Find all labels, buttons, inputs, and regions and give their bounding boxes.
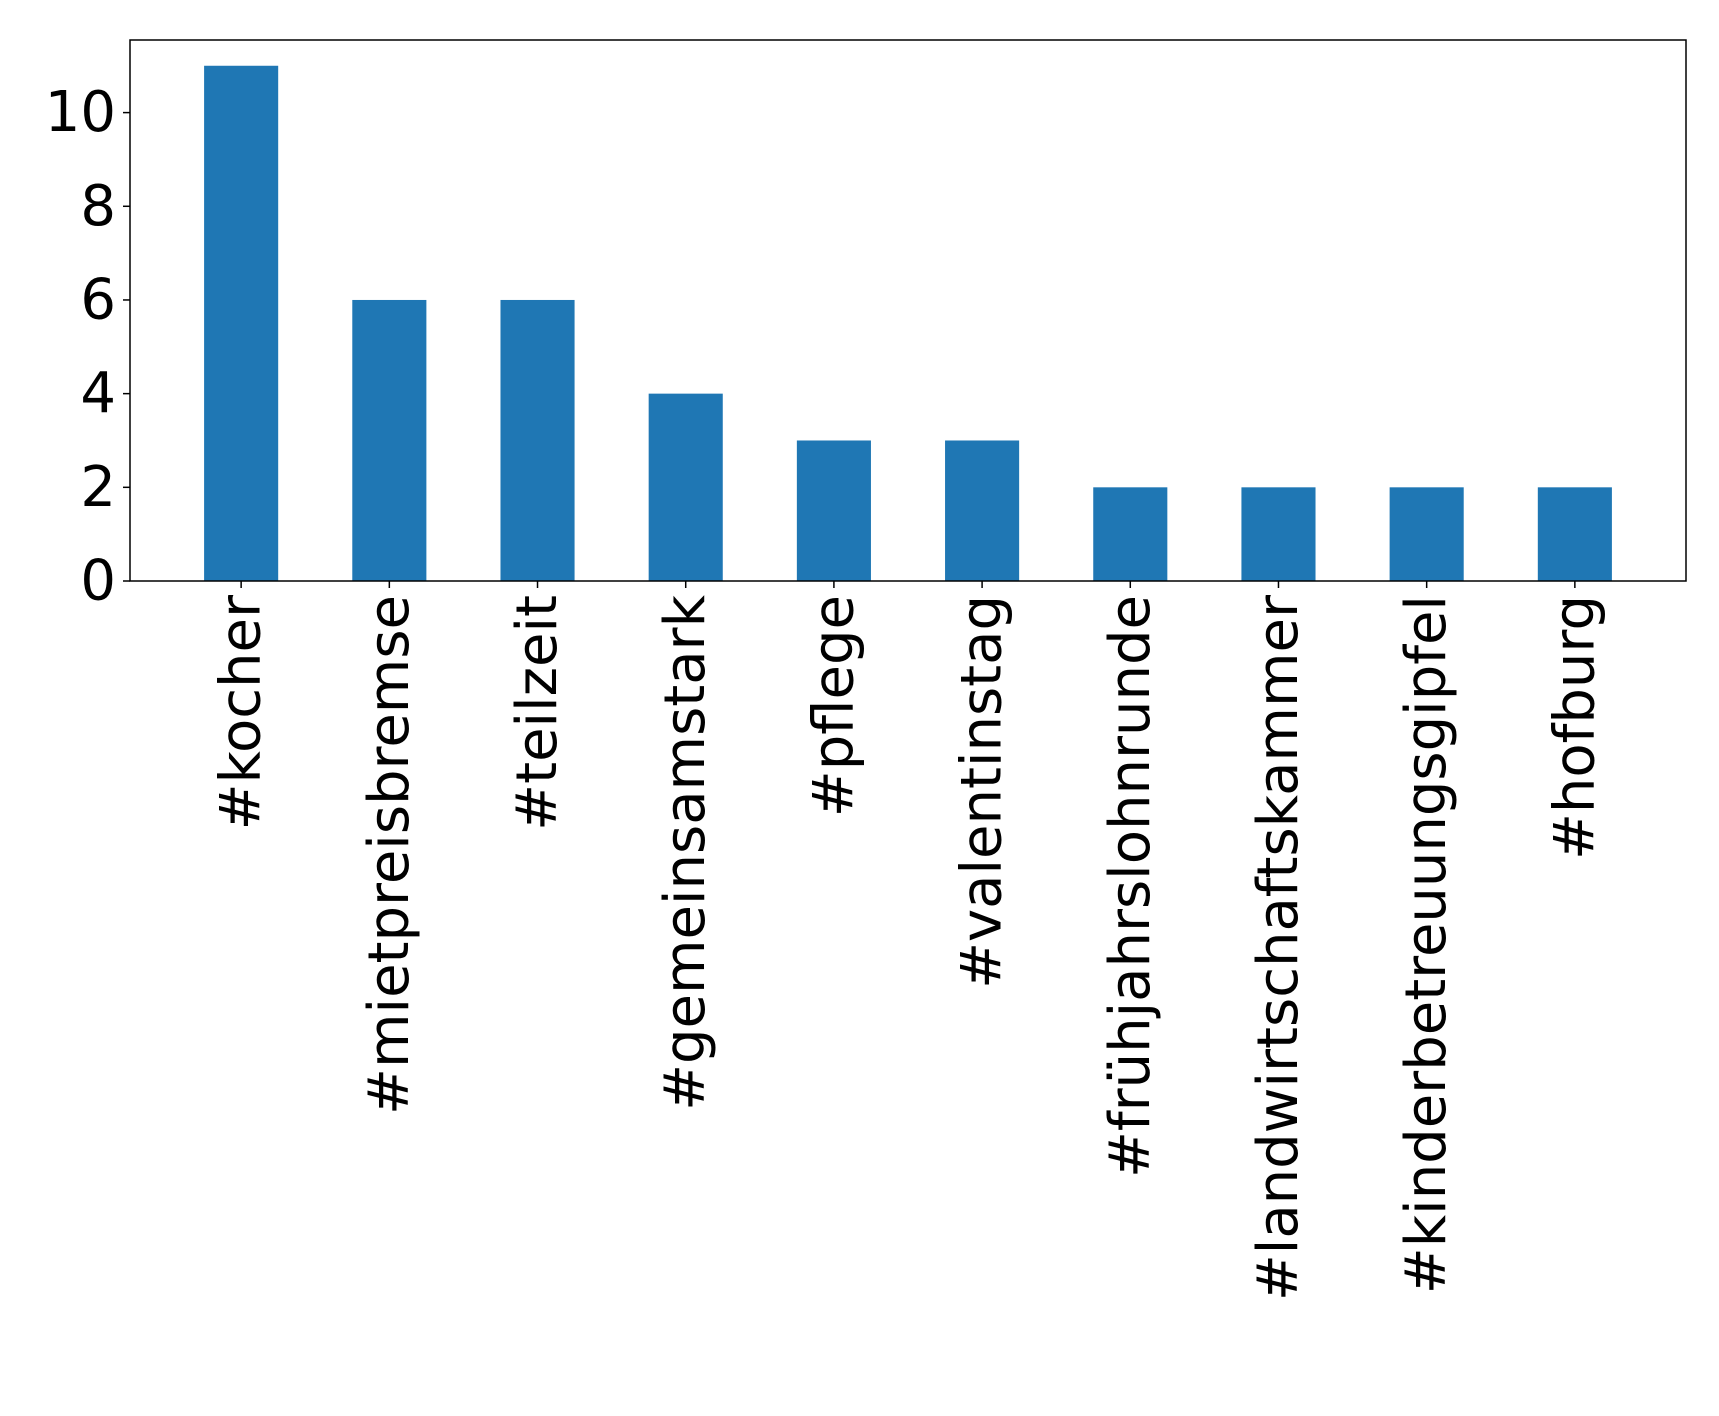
bar-landwirtschaftskammer: [1241, 487, 1316, 581]
bar-teilzeit: [500, 299, 575, 581]
x-tick-label: #valentinstag: [950, 595, 1015, 989]
x-tick-label: #pflege: [801, 595, 866, 817]
bar-frühjahrslohnrunde: [1093, 487, 1168, 581]
y-tick-label: 8: [80, 174, 116, 239]
bar-kinderbetreuungsgipfel: [1389, 487, 1464, 581]
axes-frame: [129, 39, 1687, 582]
x-axis-ticks: #kocher #mietpreisbremse #teilzeit #gemeins…: [209, 581, 1607, 1301]
y-tick-label: 4: [80, 361, 116, 426]
x-tick-label: #hofburg: [1542, 595, 1607, 860]
x-tick-label: #mietpreisbremse: [357, 595, 422, 1115]
bar-hofburg: [1537, 487, 1612, 581]
bar-pflege: [796, 440, 871, 581]
x-tick-label: #landwirtschaftskammer: [1246, 594, 1311, 1301]
bar-mietpreisbremse: [352, 299, 427, 581]
bar-valentinstag: [945, 440, 1020, 581]
x-tick-label: #teilzeit: [505, 595, 570, 831]
y-tick-label: 2: [80, 455, 116, 520]
y-axis-ticks: 0 2 4 6 8 10: [45, 80, 130, 614]
x-tick-label: #kocher: [209, 594, 274, 830]
bar-kocher: [204, 65, 279, 581]
x-tick-label: #frühjahrslohnrunde: [1098, 595, 1163, 1178]
bar-gemeinsamstark: [648, 393, 723, 581]
y-tick-label: 0: [80, 549, 116, 614]
y-tick-label: 10: [45, 80, 116, 145]
bars-group: [204, 65, 1612, 581]
y-tick-label: 6: [80, 267, 116, 332]
x-tick-label: #gemeinsamstark: [653, 594, 718, 1110]
x-tick-label: #kinderbetreuungsgipfel: [1394, 595, 1459, 1294]
